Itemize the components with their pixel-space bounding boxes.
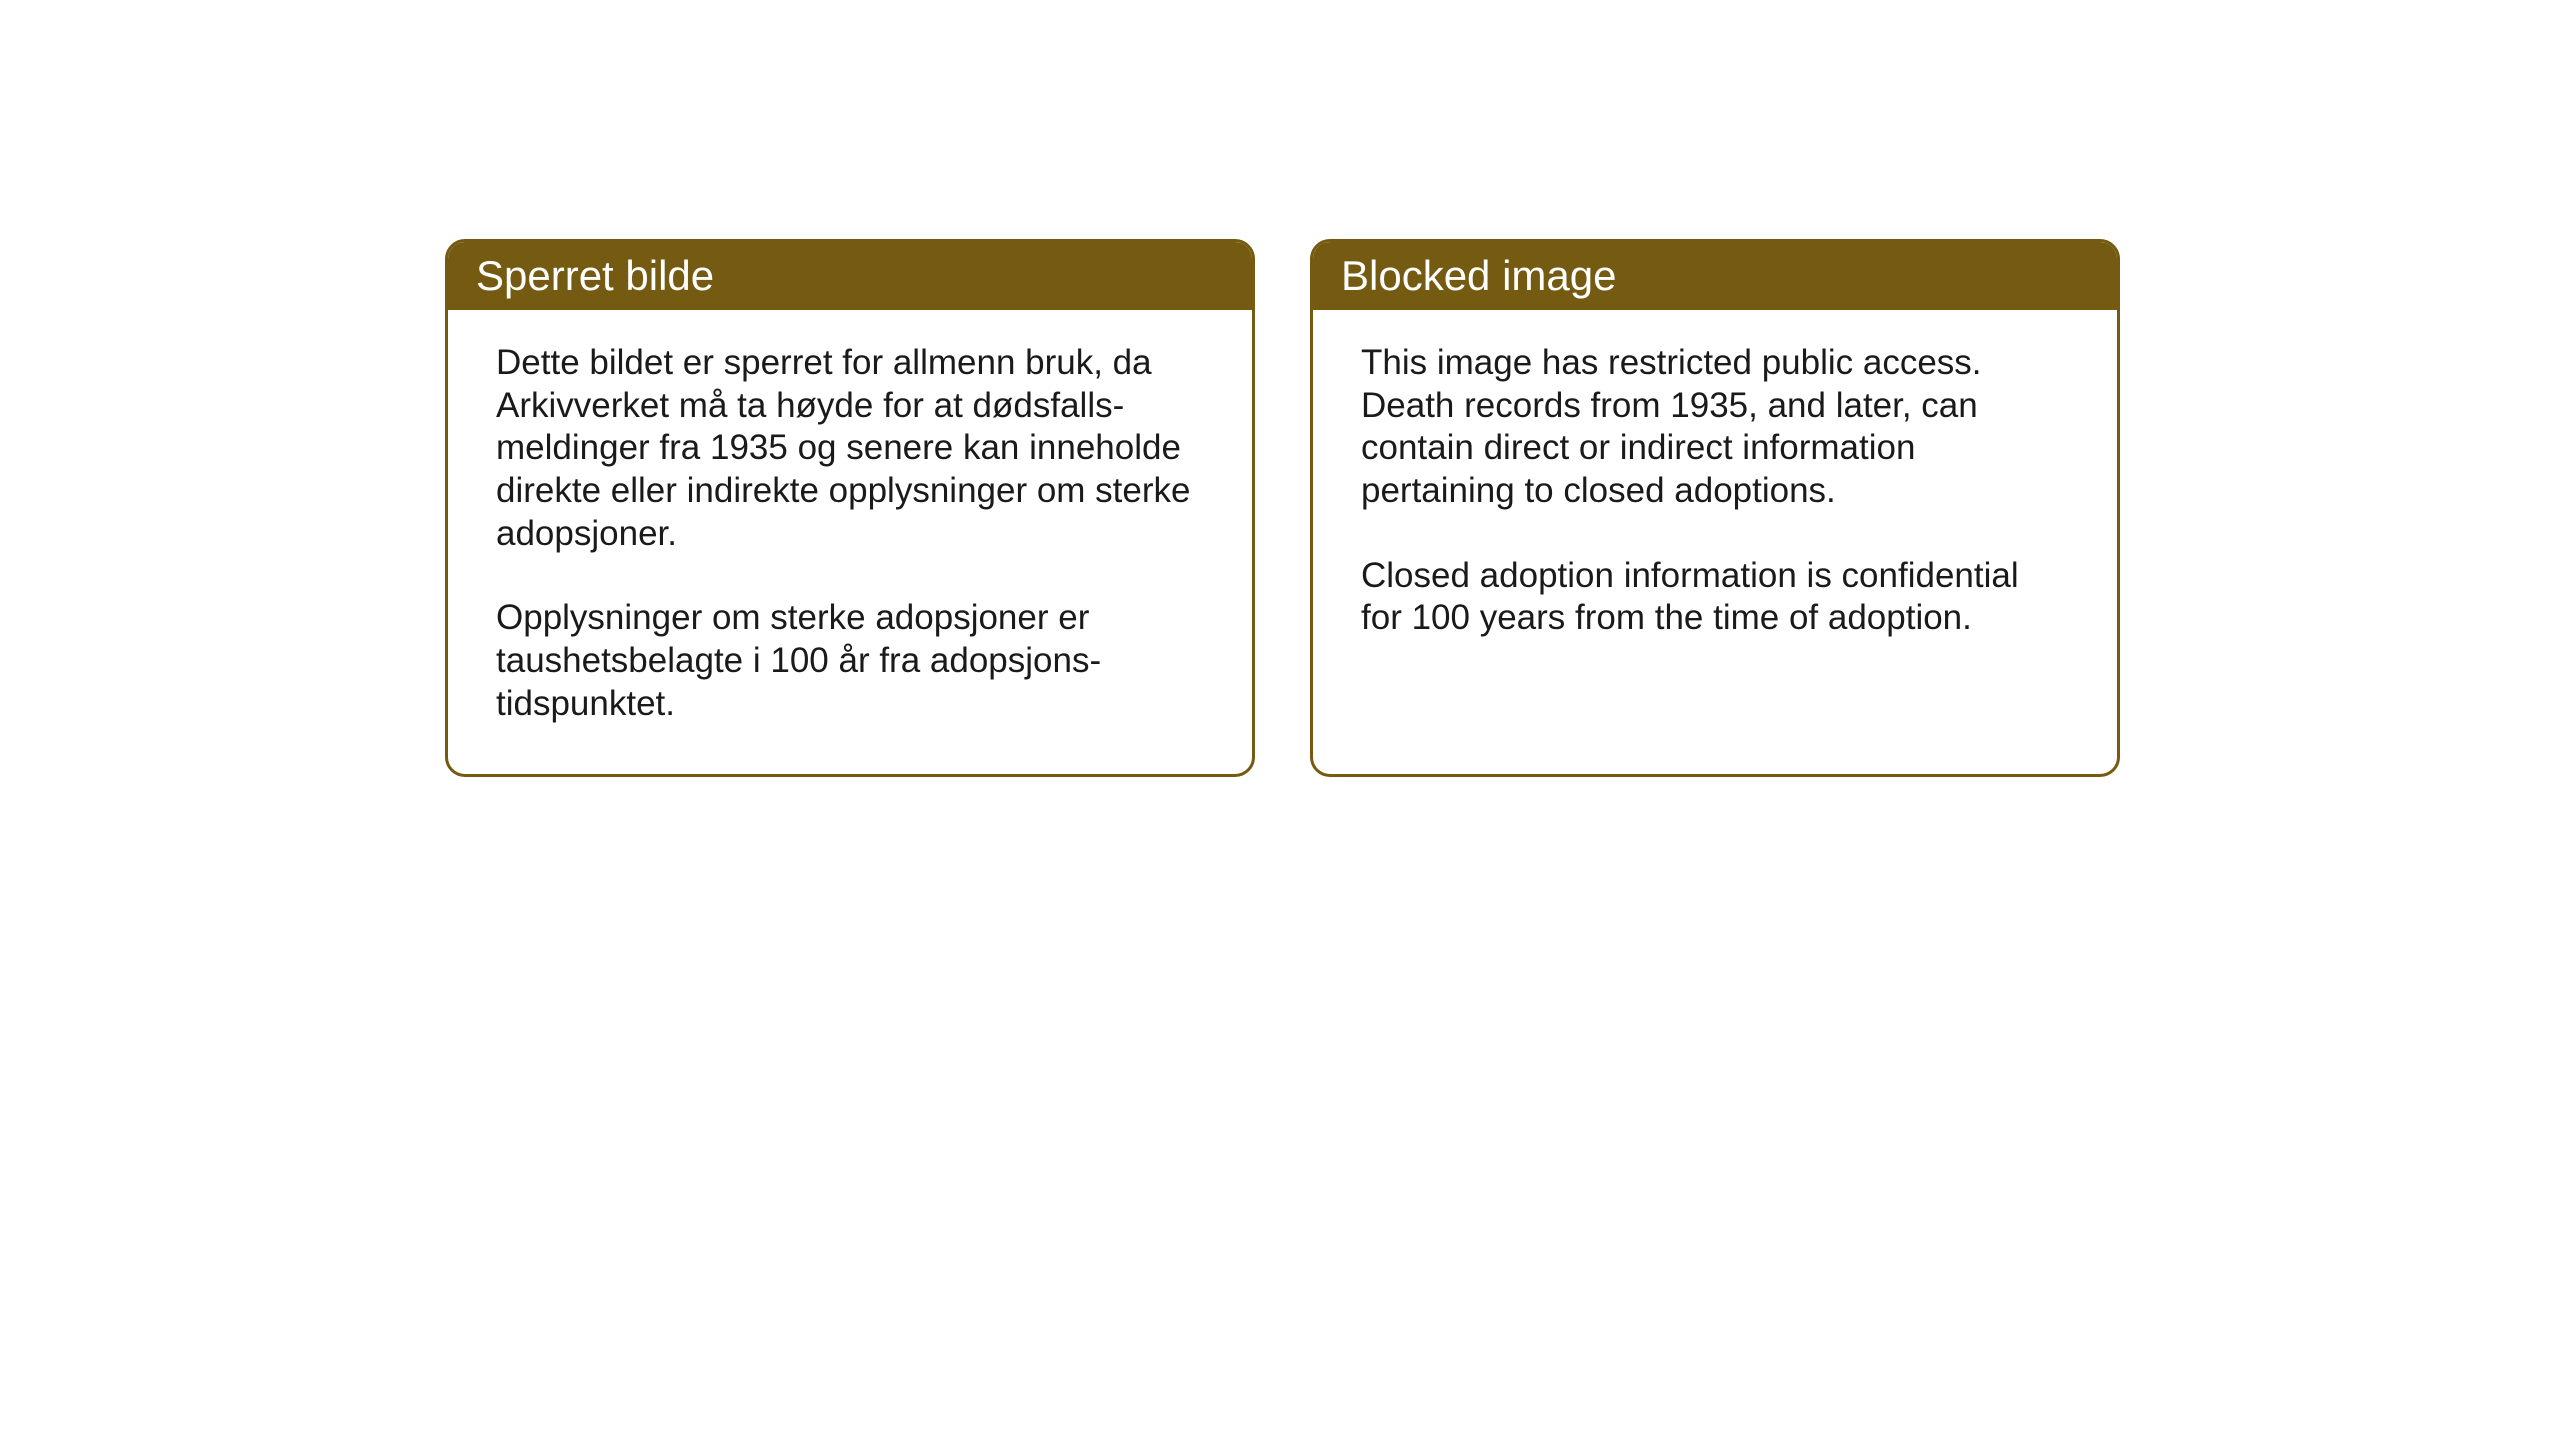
english-paragraph-2: Closed adoption information is confident… <box>1361 555 2069 640</box>
english-card-body: This image has restricted public access.… <box>1313 310 2117 750</box>
norwegian-paragraph-2: Opplysninger om sterke adopsjoner er tau… <box>496 597 1204 725</box>
norwegian-paragraph-1: Dette bildet er sperret for allmenn bruk… <box>496 342 1204 555</box>
norwegian-card: Sperret bilde Dette bildet er sperret fo… <box>445 239 1255 777</box>
english-card: Blocked image This image has restricted … <box>1310 239 2120 777</box>
norwegian-card-title: Sperret bilde <box>476 252 714 299</box>
norwegian-card-header: Sperret bilde <box>448 242 1252 310</box>
english-card-title: Blocked image <box>1341 252 1616 299</box>
english-card-header: Blocked image <box>1313 242 2117 310</box>
norwegian-card-body: Dette bildet er sperret for allmenn bruk… <box>448 310 1252 774</box>
english-paragraph-1: This image has restricted public access.… <box>1361 342 2069 513</box>
cards-container: Sperret bilde Dette bildet er sperret fo… <box>445 239 2120 777</box>
